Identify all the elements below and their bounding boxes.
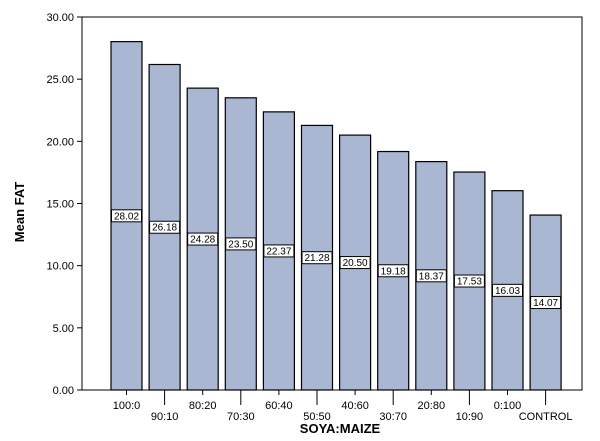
y-tick-label: 5.00	[53, 323, 74, 335]
data-label-box	[453, 274, 485, 288]
data-label-box	[339, 256, 371, 270]
data-label-box	[111, 209, 142, 223]
plot-area: 0.00 5.00 10.00 15.00 20.00 25.00 30.00 100:0 90…	[46, 12, 583, 423]
x-tick-label: 10:90	[456, 411, 484, 423]
data-label-box	[530, 296, 562, 310]
data-label-box	[149, 220, 181, 234]
x-tick-label: 90:10	[151, 411, 179, 423]
y-tick-label: 10.00	[46, 261, 74, 273]
data-label-box	[225, 237, 257, 251]
y-tick-label: 30.00	[46, 12, 74, 24]
data-label-box	[301, 251, 333, 265]
y-tick-label: 20.00	[46, 136, 74, 148]
data-label-box	[263, 244, 295, 258]
data-label-box	[187, 232, 219, 246]
data-label: 20.50	[343, 258, 368, 269]
data-label: 28.02	[114, 211, 139, 222]
x-tick-label: 0:100	[494, 400, 522, 412]
x-tick-label: 80:20	[189, 400, 217, 412]
x-tick-label: CONTROL	[519, 411, 573, 423]
data-label: 24.28	[190, 235, 215, 246]
x-tick-label: 60:40	[265, 400, 293, 412]
data-label: 26.18	[152, 223, 177, 234]
y-tick-label: 25.00	[46, 74, 74, 86]
data-label: 23.50	[228, 239, 253, 250]
data-label-box	[492, 283, 523, 297]
data-label: 22.37	[266, 246, 291, 257]
x-tick-label: 70:30	[227, 411, 255, 423]
y-tick-label: 15.00	[46, 199, 74, 211]
data-label: 16.03	[495, 286, 520, 297]
y-tick-label: 0.00	[53, 385, 74, 397]
data-label: 18.37	[419, 271, 444, 282]
data-label: 21.28	[304, 253, 329, 264]
y-axis-title: Mean FAT	[12, 182, 27, 242]
x-tick-label: 20:80	[418, 400, 446, 412]
data-label-box	[415, 269, 447, 283]
x-tick-label: 30:70	[379, 411, 407, 423]
x-tick-label: 100:0	[113, 400, 141, 412]
data-label: 19.18	[381, 266, 406, 277]
x-axis-title: SOYA:MAIZE	[300, 421, 381, 436]
x-tick-label: 40:60	[341, 400, 369, 412]
data-label: 14.07	[533, 298, 558, 309]
x-tick-label: 50:50	[303, 411, 331, 423]
data-label-box	[377, 264, 409, 278]
data-label: 17.53	[457, 277, 482, 288]
